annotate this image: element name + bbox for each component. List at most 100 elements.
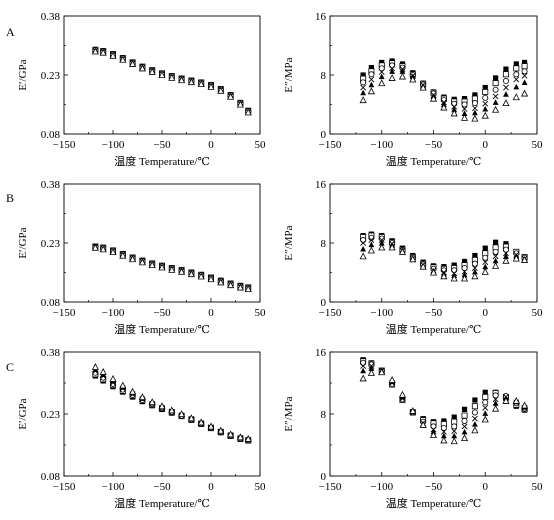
- x-tick-label: 50: [532, 307, 544, 319]
- data-point: [451, 414, 457, 420]
- data-point: [368, 76, 375, 83]
- data-point: [398, 390, 407, 398]
- x-axis-label-en: Temperature/℃: [139, 498, 210, 510]
- data-point: [472, 92, 478, 98]
- data-point: [471, 105, 478, 112]
- data-point: [244, 108, 252, 116]
- x-axis-label: 温度 Temperature/℃: [386, 496, 482, 510]
- x-tick-label: −150: [319, 139, 342, 151]
- panel-letter-C: C: [6, 360, 14, 374]
- data-point: [138, 64, 146, 72]
- panel-letter-B: B: [6, 191, 14, 205]
- y-tick-label: 0.23: [41, 70, 61, 82]
- data-point: [461, 406, 468, 412]
- data-point: [451, 428, 458, 434]
- y-axis-label: E″/MPa: [283, 225, 295, 260]
- data-point: [451, 423, 458, 430]
- data-point: [197, 418, 205, 426]
- data-point: [227, 92, 235, 100]
- data-point: [482, 263, 489, 270]
- data-point: [481, 111, 489, 119]
- data-point: [482, 389, 488, 395]
- data-point: [359, 374, 367, 382]
- data-point: [236, 433, 244, 441]
- y-axis-label: E″/MPa: [283, 57, 295, 92]
- data-point: [129, 60, 137, 67]
- data-point: [168, 73, 176, 81]
- data-point: [513, 83, 520, 90]
- series-square-filled: [360, 357, 528, 425]
- data-point: [482, 245, 488, 251]
- series-triangle-open: [359, 72, 529, 122]
- data-point: [450, 109, 458, 117]
- data-point: [91, 363, 99, 370]
- data-point: [482, 88, 489, 95]
- data-point: [461, 428, 468, 435]
- y-tick-label: 0.38: [41, 179, 61, 191]
- series-square-filled: [360, 58, 528, 102]
- x-axis-label: 温度 Temperature/℃: [386, 322, 482, 336]
- data-point: [440, 432, 447, 439]
- x-tick-label: −150: [53, 481, 76, 493]
- data-point: [236, 100, 244, 108]
- data-point: [471, 272, 479, 280]
- data-point: [138, 393, 146, 401]
- y-tick-label: 0.23: [41, 238, 61, 250]
- data-point: [360, 89, 367, 96]
- data-point: [378, 65, 385, 72]
- series-triangle-open: [91, 47, 252, 116]
- x-tick-label: −150: [319, 481, 342, 493]
- data-point: [451, 106, 458, 113]
- y-tick-label: 0.23: [41, 409, 61, 421]
- chart-panel-C-left: −150 −100 −50 0 50 0.08 0.23 0.38 E′/GPa 温度 Tempe…: [17, 347, 266, 510]
- data-point: [378, 240, 385, 246]
- data-point: [378, 368, 386, 376]
- data-point: [178, 410, 186, 417]
- data-point: [244, 434, 252, 442]
- data-point: [178, 267, 186, 275]
- y-tick-label: 8: [321, 409, 327, 421]
- data-point: [502, 71, 509, 78]
- series-cross: [92, 368, 252, 443]
- data-point: [244, 285, 252, 293]
- y-axis-label: E′/GPa: [17, 398, 29, 429]
- data-point: [227, 281, 235, 289]
- data-point: [187, 414, 195, 422]
- series-triangle-open: [359, 243, 529, 282]
- data-point: [503, 84, 509, 91]
- data-point: [460, 274, 469, 282]
- data-point: [492, 404, 500, 412]
- data-point: [367, 87, 375, 95]
- data-point: [388, 243, 396, 251]
- data-point: [119, 381, 127, 389]
- data-point: [502, 256, 510, 264]
- data-point: [440, 428, 447, 435]
- x-tick-label: −100: [102, 307, 125, 319]
- data-point: [138, 258, 146, 266]
- y-tick-label: 0.38: [41, 347, 61, 359]
- x-axis-label: 温度 Temperature/℃: [114, 322, 210, 336]
- y-tick-label: 0.08: [41, 129, 61, 141]
- data-point: [99, 48, 107, 56]
- data-point: [521, 79, 528, 85]
- y-tick-label: 0.38: [41, 11, 61, 23]
- x-axis-label-cn: 温度: [114, 322, 139, 336]
- data-point: [217, 278, 225, 286]
- x-tick-label: −50: [153, 139, 171, 151]
- data-point: [399, 68, 406, 74]
- data-point: [367, 246, 375, 254]
- data-point: [360, 245, 367, 252]
- data-point: [91, 47, 99, 55]
- y-tick-label: 0.08: [41, 471, 61, 483]
- series-circle-open: [92, 369, 252, 444]
- data-point: [482, 94, 489, 101]
- x-axis-label-en: Temperature/℃: [139, 156, 210, 168]
- data-point: [482, 259, 489, 266]
- data-point: [409, 255, 417, 263]
- x-tick-label: −150: [53, 139, 76, 151]
- y-tick-label: 16: [315, 347, 327, 359]
- data-point: [493, 75, 499, 81]
- data-point: [409, 407, 417, 414]
- data-point: [429, 94, 438, 102]
